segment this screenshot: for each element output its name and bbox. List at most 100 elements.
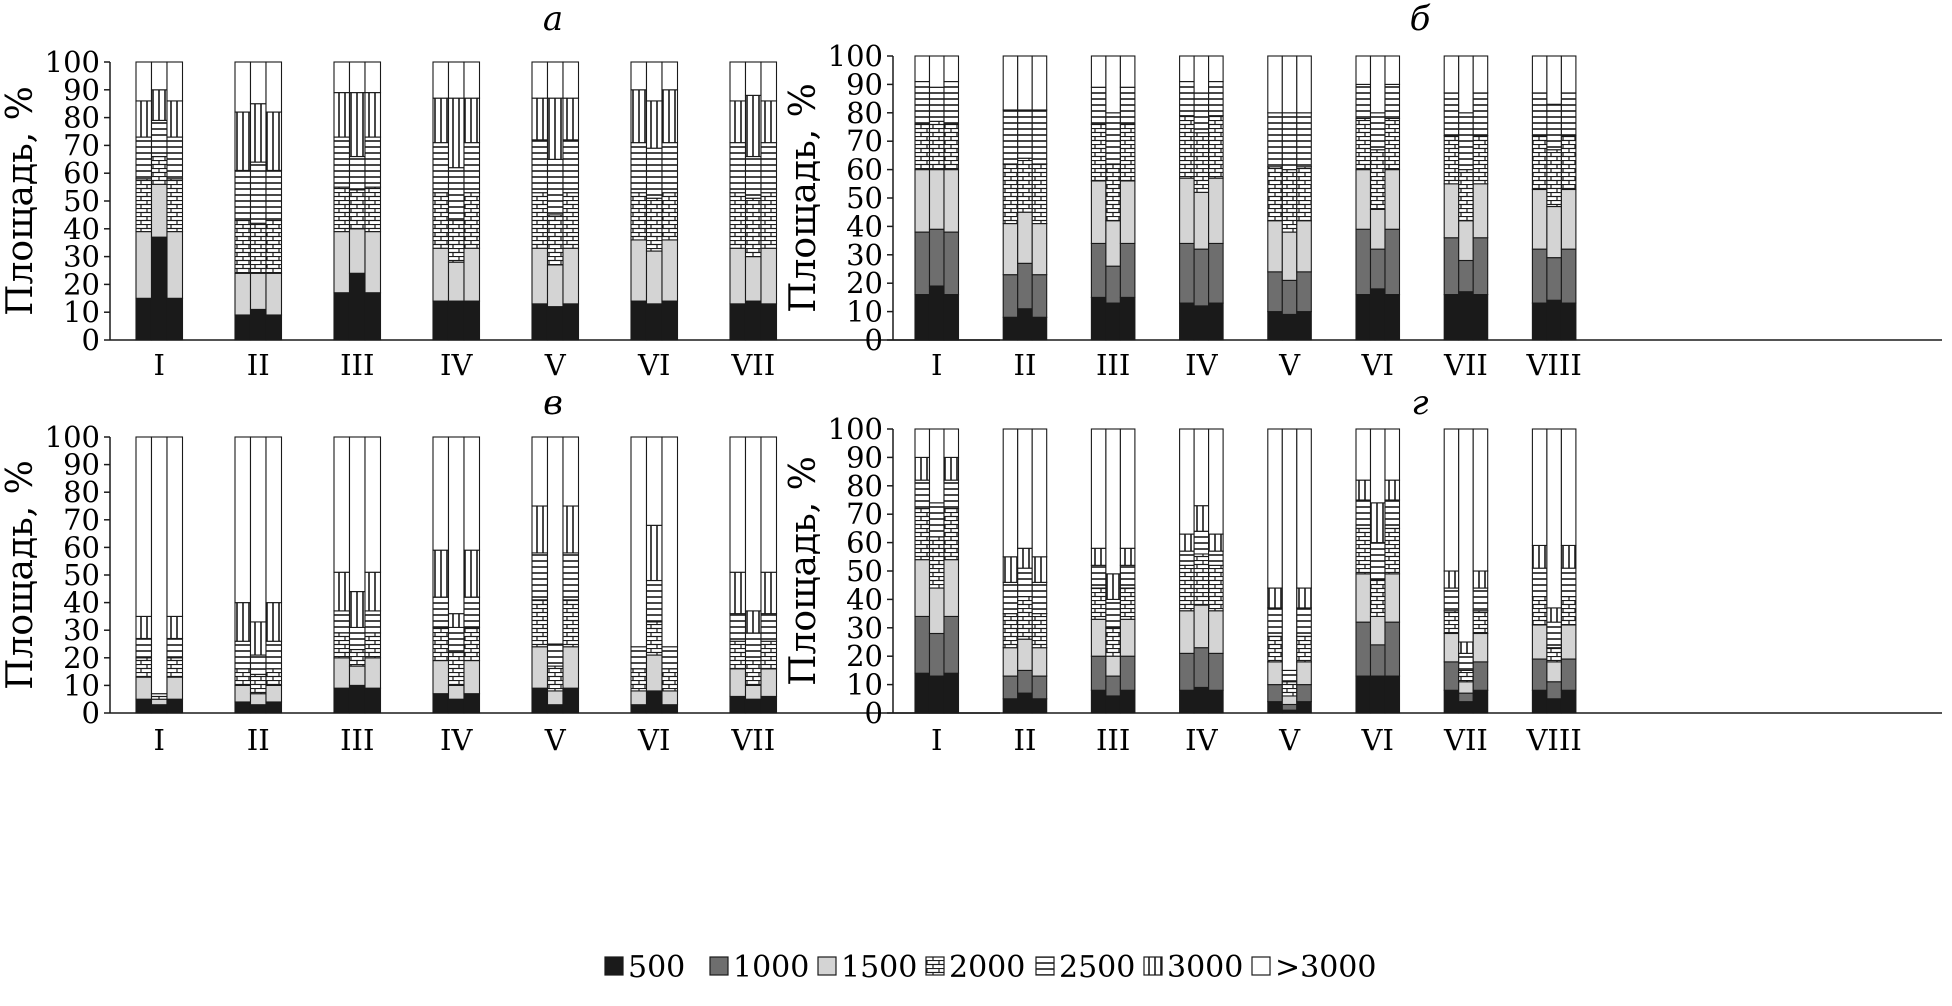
bar-segment-2500: [1119, 86, 1136, 125]
bar-segment-gt3000: [1193, 55, 1210, 94]
bar-segment-500: [729, 303, 747, 341]
legend-label: 2000: [949, 950, 1025, 985]
bar-segment-500: [562, 687, 580, 714]
bar-segment-2500: [1472, 92, 1489, 137]
bar-segment-500: [1384, 294, 1401, 341]
bar-segment-1500: [630, 690, 648, 706]
bar-segment-1000: [1267, 271, 1283, 313]
bar-segment-3000: [1090, 547, 1107, 566]
bar-segment-1500: [249, 693, 267, 706]
y-tick-label: 40: [846, 209, 883, 243]
bar-segment-1000: [1267, 684, 1283, 703]
bar-segment-1500: [1179, 177, 1195, 244]
bar-segment-2500: [729, 142, 747, 194]
bar-segment-2500: [1208, 81, 1224, 117]
bar-segment-3000: [1119, 547, 1136, 566]
bar-segment-1500: [1267, 661, 1283, 686]
x-tick-label: V: [544, 348, 567, 382]
bar-segment-2500: [630, 646, 648, 670]
bar-segment-3000: [630, 89, 648, 144]
bar-segment-1500: [1002, 647, 1019, 677]
bar-segment-2500: [645, 147, 663, 199]
bar-segment-3000: [943, 456, 960, 481]
y-tick-label: 90: [846, 440, 883, 474]
bar-group-VI: [630, 436, 679, 714]
bar-segment-1500: [1546, 205, 1562, 259]
bar-segment-500: [562, 303, 580, 341]
bar-segment-1500: [1355, 169, 1372, 230]
bar-group-I: [135, 436, 184, 714]
y-tick-label: 80: [63, 475, 100, 509]
bar-group-II: [234, 436, 283, 714]
bar-segment-gt3000: [562, 61, 580, 99]
bar-segment-3000: [1031, 556, 1048, 583]
bar-segment-gt3000: [630, 61, 648, 91]
y-tick-label: 80: [846, 96, 883, 130]
bar-segment-2500: [364, 136, 382, 188]
bar-segment-2000: [1546, 149, 1562, 208]
bar-segment-2000: [928, 120, 945, 171]
bar-segment-2500: [1355, 499, 1372, 529]
bar-segment-1000: [1179, 242, 1195, 304]
chart-title: б: [1410, 0, 1431, 39]
bar-segment-gt3000: [1017, 428, 1033, 549]
bar-segment-2000: [1090, 123, 1107, 182]
x-tick-label: I: [154, 348, 165, 382]
legend: 500 1000 1500 2000 2500 3000 >3000: [604, 950, 1376, 985]
bar-segment-2000: [234, 219, 252, 274]
bar-segment-3000: [348, 591, 366, 628]
bar-segment-2000: [234, 668, 252, 686]
bar-segment-500: [333, 292, 351, 341]
bar-segment-gt3000: [1090, 55, 1107, 88]
bar-segment-2500: [661, 646, 679, 670]
bar-segment-2500: [265, 169, 283, 222]
bar-segment-1500: [333, 231, 351, 294]
bar-segment-3000: [1208, 533, 1224, 552]
bar-segment-2000: [1267, 166, 1283, 222]
bar-segment-500: [432, 300, 450, 341]
bar-segment-1000: [1119, 242, 1136, 298]
bar-segment-2000: [744, 197, 762, 258]
bar-segment-gt3000: [135, 61, 153, 102]
bar-segment-3000: [364, 92, 382, 138]
bar-segment-gt3000: [546, 436, 564, 645]
bar-segment-1500: [562, 646, 580, 689]
bar-segment-1500: [1369, 208, 1386, 250]
bar-segment-gt3000: [1119, 55, 1136, 88]
bar-segment-500: [1531, 689, 1548, 714]
bar-segment-1500: [1017, 638, 1033, 671]
y-tick-label: 20: [63, 641, 100, 675]
bar-group-IV: [1179, 428, 1224, 714]
bar-segment-2000: [661, 192, 679, 241]
bar-segment-3000: [333, 92, 351, 138]
bar-segment-1000: [1472, 661, 1489, 691]
bar-segment-1500: [447, 684, 465, 700]
bar-segment-2000: [1546, 647, 1562, 663]
bar-segment-2000: [1560, 596, 1577, 626]
bar-segment-gt3000: [928, 428, 945, 504]
bar-segment-2500: [928, 86, 945, 122]
bar-segment-2000: [348, 189, 366, 230]
bar-segment-500: [1267, 311, 1283, 341]
bar-segment-3000: [744, 610, 762, 634]
bar-segment-gt3000: [364, 436, 382, 573]
y-tick-label: 10: [846, 668, 883, 702]
bar-segment-1000: [1105, 675, 1121, 697]
bar-segment-2000: [760, 640, 778, 670]
bar-segment-gt3000: [1472, 55, 1489, 94]
bar-segment-1000: [1031, 274, 1048, 318]
bar-segment-1000: [1105, 265, 1121, 304]
bar-segment-2000: [1031, 613, 1048, 649]
bar-segment-500: [645, 690, 663, 714]
bar-segment-gt3000: [333, 61, 351, 94]
bar-segment-500: [1105, 695, 1121, 714]
bar-segment-500: [364, 292, 382, 341]
bar-segment-2000: [630, 192, 648, 241]
bar-segment-1000: [1002, 675, 1019, 700]
bar-segment-500: [914, 672, 931, 714]
bar-segment-3000: [463, 549, 481, 598]
bar-segment-2500: [234, 640, 252, 670]
legend-item-2500: 2500: [1035, 950, 1135, 985]
bar-segment-1500: [1560, 188, 1577, 250]
bar-segment-gt3000: [432, 61, 450, 99]
